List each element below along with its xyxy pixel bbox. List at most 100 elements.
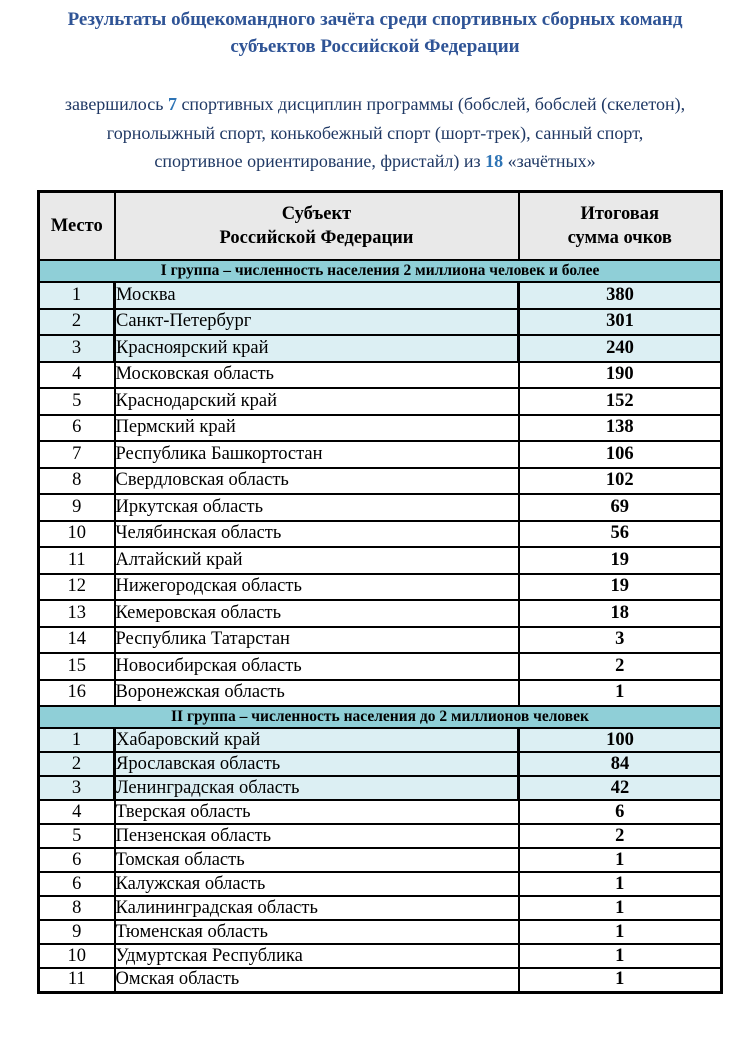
score-cell: 301 xyxy=(517,307,723,336)
intro-text: горнолыжный спорт, конькобежный спорт (ш… xyxy=(106,122,644,143)
table-row: 4 Московская область 190 xyxy=(37,360,723,389)
place-cell: 11 xyxy=(37,546,116,575)
intro-text: «зачётных» xyxy=(503,151,596,171)
place-cell: 10 xyxy=(37,519,116,548)
table-row: 10 Челябинская область 56 xyxy=(37,519,723,548)
place-cell: 1 xyxy=(37,727,116,753)
col-header-subject-line-2: Российской Федерации xyxy=(219,227,414,248)
table-row: 8 Свердловская область 102 xyxy=(37,466,723,495)
page-title-line-1: Результаты общекомандного зачёта среди с… xyxy=(67,9,683,30)
table-row: 1 Москва 380 xyxy=(37,281,723,310)
table-row: 6 Калужская область 1 xyxy=(37,871,723,897)
intro-text: спортивное ориентирование, фристайл) из xyxy=(154,151,486,171)
subject-cell: Ленинградская область xyxy=(113,775,520,801)
table-row: 11 Алтайский край 19 xyxy=(37,546,723,575)
subject-cell: Республика Башкортостан xyxy=(113,440,520,469)
subject-cell: Красноярский край xyxy=(113,334,520,363)
table-row: 4 Тверская область 6 xyxy=(37,799,723,825)
place-cell: 4 xyxy=(37,360,116,389)
table-row: 8 Калининградская область 1 xyxy=(37,895,723,921)
place-cell: 15 xyxy=(37,652,116,681)
subject-cell: Омская область xyxy=(113,967,520,993)
subject-cell: Калининградская область xyxy=(113,895,520,921)
score-cell: 240 xyxy=(517,334,723,363)
table-header-row: Место Субъект Российской Федерации Итого… xyxy=(37,190,723,261)
subject-cell: Московская область xyxy=(113,360,520,389)
subject-cell: Тверская область xyxy=(113,799,520,825)
subject-cell: Пермский край xyxy=(113,413,520,442)
place-cell: 5 xyxy=(37,823,116,849)
score-cell: 1 xyxy=(517,871,723,897)
table-row: 11 Омская область 1 xyxy=(37,967,723,993)
table-row: 6 Томская область 1 xyxy=(37,847,723,873)
place-cell: 9 xyxy=(37,493,116,522)
subject-cell: Республика Татарстан xyxy=(113,625,520,654)
score-cell: 2 xyxy=(517,652,723,681)
place-cell: 6 xyxy=(37,413,116,442)
score-cell: 56 xyxy=(517,519,723,548)
subject-cell: Кемеровская область xyxy=(113,599,520,628)
table-row: 9 Иркутская область 69 xyxy=(37,493,723,522)
results-table-body: I группа – численность населения 2 милли… xyxy=(37,259,723,993)
score-cell: 380 xyxy=(517,281,723,310)
table-row: 3 Красноярский край 240 xyxy=(37,334,723,363)
place-cell: 5 xyxy=(37,387,116,416)
place-cell: 14 xyxy=(37,625,116,654)
disciplines-total-count: 18 xyxy=(485,151,504,171)
table-row: 14 Республика Татарстан 3 xyxy=(37,625,723,654)
score-cell: 18 xyxy=(517,599,723,628)
table-row: 15 Новосибирская область 2 xyxy=(37,652,723,681)
table-row: 5 Краснодарский край 152 xyxy=(37,387,723,416)
score-cell: 190 xyxy=(517,360,723,389)
page-title: Результаты общекомандного зачёта среди с… xyxy=(14,6,736,60)
place-cell: 2 xyxy=(37,307,116,336)
score-cell: 2 xyxy=(517,823,723,849)
intro-line-2: горнолыжный спорт, конькобежный спорт (ш… xyxy=(14,119,736,148)
page-title-line-2: субъектов Российской Федерации xyxy=(230,36,520,57)
place-cell: 6 xyxy=(37,847,116,873)
place-cell: 8 xyxy=(37,895,116,921)
place-cell: 2 xyxy=(37,751,116,777)
subject-cell: Ярославская область xyxy=(113,751,520,777)
table-row: 3 Ленинградская область 42 xyxy=(37,775,723,801)
place-cell: 16 xyxy=(37,678,116,707)
place-cell: 3 xyxy=(37,775,116,801)
subject-cell: Удмуртская Республика xyxy=(113,943,520,969)
col-header-subject-line-1: Субъект xyxy=(281,203,352,224)
subject-cell: Калужская область xyxy=(113,871,520,897)
subject-cell: Пензенская область xyxy=(113,823,520,849)
group-header-row: II группа – численность населения до 2 м… xyxy=(37,705,723,729)
subject-cell: Иркутская область xyxy=(113,493,520,522)
intro-text: спортивных дисциплин программы (бобслей,… xyxy=(176,94,686,114)
subject-cell: Хабаровский край xyxy=(113,727,520,753)
subject-cell: Алтайский край xyxy=(113,546,520,575)
group-header-row: I группа – численность населения 2 милли… xyxy=(37,259,723,283)
subject-cell: Свердловская область xyxy=(113,466,520,495)
place-cell: 4 xyxy=(37,799,116,825)
place-cell: 13 xyxy=(37,599,116,628)
table-row: 1 Хабаровский край 100 xyxy=(37,727,723,753)
score-cell: 19 xyxy=(517,572,723,601)
intro-line-1: завершилось 7 спортивных дисциплин прогр… xyxy=(14,90,736,119)
col-header-place: Место xyxy=(37,190,116,261)
score-cell: 106 xyxy=(517,440,723,469)
subject-cell: Тюменская область xyxy=(113,919,520,945)
score-cell: 3 xyxy=(517,625,723,654)
score-cell: 69 xyxy=(517,493,723,522)
subject-cell: Москва xyxy=(113,281,520,310)
col-header-subject: Субъект Российской Федерации xyxy=(113,190,520,261)
subject-cell: Томская область xyxy=(113,847,520,873)
table-row: 7 Республика Башкортостан 106 xyxy=(37,440,723,469)
group-header-label: I группа – численность населения 2 милли… xyxy=(37,259,723,283)
place-cell: 12 xyxy=(37,572,116,601)
subject-cell: Новосибирская область xyxy=(113,652,520,681)
subject-cell: Нижегородская область xyxy=(113,572,520,601)
place-cell: 3 xyxy=(37,334,116,363)
score-cell: 1 xyxy=(517,919,723,945)
score-cell: 100 xyxy=(517,727,723,753)
document-page: Результаты общекомандного зачёта среди с… xyxy=(14,6,736,994)
score-cell: 1 xyxy=(517,943,723,969)
results-table: Место Субъект Российской Федерации Итого… xyxy=(37,189,723,994)
score-cell: 152 xyxy=(517,387,723,416)
table-row: 6 Пермский край 138 xyxy=(37,413,723,442)
